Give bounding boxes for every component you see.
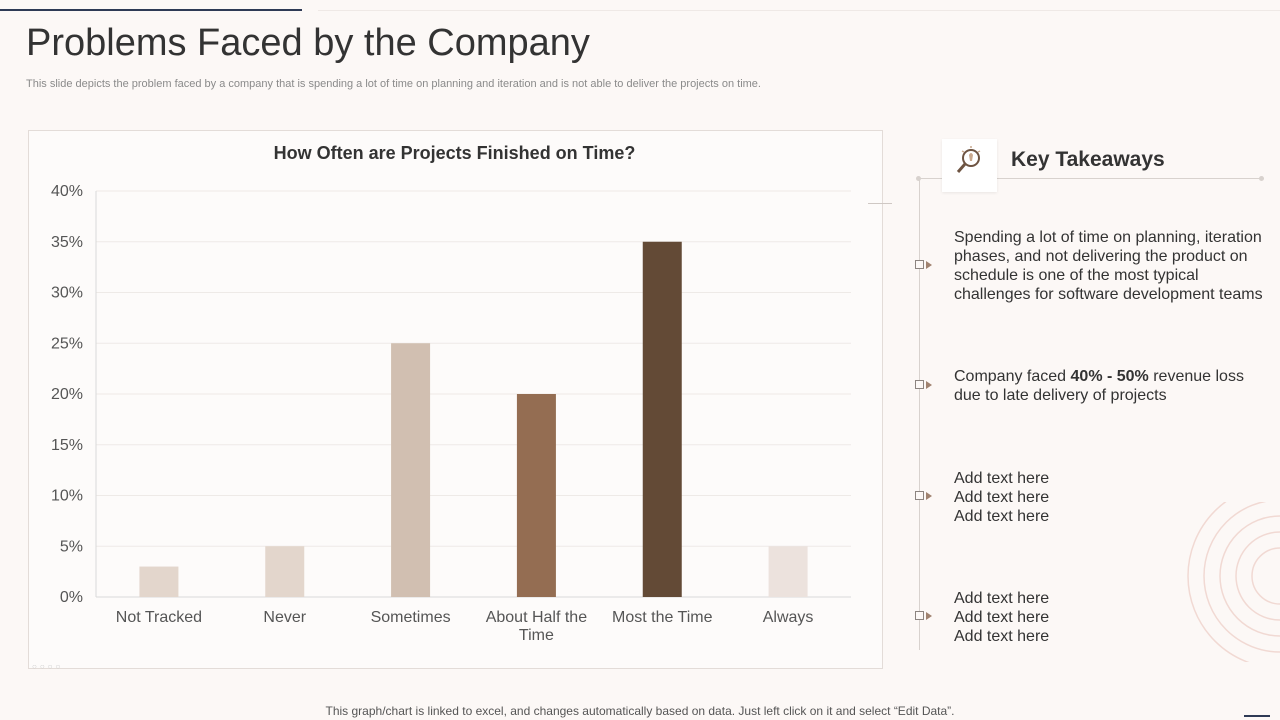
bar[interactable] bbox=[265, 546, 305, 597]
y-tick-label: 20% bbox=[51, 386, 83, 403]
takeaway-marker-2 bbox=[915, 380, 924, 389]
takeaway-item-4-line: Add text here bbox=[954, 609, 1050, 626]
chart-title: How Often are Projects Finished on Time? bbox=[273, 143, 636, 163]
bar[interactable] bbox=[768, 546, 808, 597]
arrow-right-icon bbox=[926, 381, 932, 389]
y-tick-label: 0% bbox=[60, 589, 83, 606]
bar-chart[interactable]: 0% 5% 10% 15% 20% 25% 30% 35% 40% Not Tracked Neve… bbox=[28, 170, 881, 650]
x-tick-label: Always bbox=[763, 609, 814, 626]
y-tick-label: 15% bbox=[51, 437, 83, 454]
top-divider-line bbox=[318, 10, 1280, 11]
y-tick-label: 35% bbox=[51, 234, 83, 251]
takeaway-item-2: Company faced 40% - 50% revenue loss due… bbox=[954, 367, 1268, 405]
x-tick-label: About Half the Time bbox=[486, 609, 588, 644]
takeaway-item-4: Add text here Add text here Add text her… bbox=[954, 589, 1268, 646]
decorative-circles bbox=[1187, 502, 1280, 662]
bottom-accent-line bbox=[1244, 715, 1270, 717]
takeaway-item-2-post: revenue loss due to late delivery of pro… bbox=[954, 368, 1244, 404]
takeaway-marker-3 bbox=[915, 491, 924, 500]
y-tick-label: 30% bbox=[51, 285, 83, 302]
takeaway-marker-4 bbox=[915, 611, 924, 620]
bar[interactable] bbox=[516, 394, 556, 597]
bar[interactable] bbox=[139, 566, 179, 597]
takeaways-divider bbox=[918, 178, 1264, 179]
takeaways-icon-box bbox=[942, 139, 997, 192]
takeaway-item-3-line: Add text here bbox=[954, 470, 1050, 487]
takeaway-item-2-pre: Company faced bbox=[954, 368, 1071, 385]
takeaway-item-3: Add text here Add text here Add text her… bbox=[954, 469, 1268, 526]
takeaway-item-1: Spending a lot of time on planning, iter… bbox=[954, 229, 1263, 303]
timeline-dot-right bbox=[1259, 176, 1264, 181]
page-subtitle: This slide depicts the problem faced by … bbox=[26, 78, 761, 90]
y-tick-label: 25% bbox=[51, 335, 83, 352]
arrow-right-icon bbox=[926, 612, 932, 620]
bar[interactable] bbox=[642, 241, 682, 597]
y-tick-label: 10% bbox=[51, 488, 83, 505]
footer-note: This graph/chart is linked to excel, and… bbox=[325, 704, 955, 718]
x-tick-label: Never bbox=[263, 609, 306, 626]
top-accent-line bbox=[0, 9, 302, 11]
takeaway-item-2-highlight: 40% - 50% bbox=[1070, 368, 1149, 385]
x-tick-label: Not Tracked bbox=[116, 609, 202, 626]
takeaway-item-3-line: Add text here bbox=[954, 508, 1050, 525]
takeaways-timeline bbox=[919, 178, 920, 650]
arrow-right-icon bbox=[926, 261, 932, 269]
x-tick-label: Most the Time bbox=[612, 609, 713, 626]
takeaway-marker-1 bbox=[915, 260, 924, 269]
takeaway-item-3-line: Add text here bbox=[954, 489, 1050, 506]
takeaway-item-4-line: Add text here bbox=[954, 590, 1050, 607]
timeline-dot-left bbox=[916, 176, 921, 181]
arrow-right-icon bbox=[926, 492, 932, 500]
y-tick-label: 5% bbox=[60, 538, 83, 555]
bar[interactable] bbox=[391, 343, 431, 597]
y-tick-label: 40% bbox=[51, 183, 83, 200]
idea-magnifier-icon bbox=[956, 146, 981, 173]
x-tick-label: Sometimes bbox=[371, 609, 451, 626]
chart-corner-tick bbox=[868, 203, 892, 204]
takeaways-title: Key Takeaways bbox=[1011, 148, 1165, 171]
chart-dots: ○○○○ bbox=[32, 662, 64, 671]
page-title: Problems Faced by the Company bbox=[26, 22, 590, 64]
takeaway-item-4-line: Add text here bbox=[954, 628, 1050, 645]
